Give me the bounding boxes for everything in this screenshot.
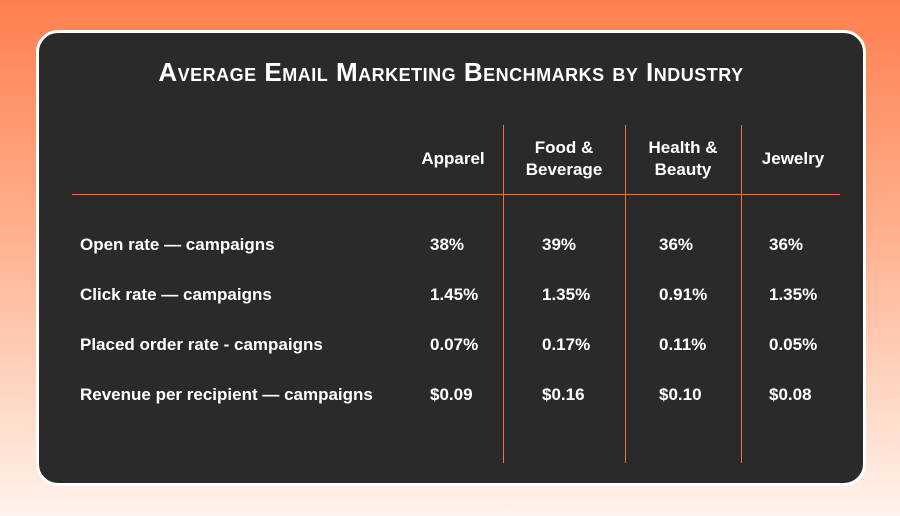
column-header-apparel: Apparel [405, 129, 501, 189]
table-cell: 0.05% [769, 335, 818, 354]
row-label-revenue-per-recipient: Revenue per recipient — campaigns [80, 385, 373, 404]
table-cell: 36% [659, 235, 694, 254]
table-cell: $0.16 [542, 385, 585, 404]
column-header-line: Jewelry [761, 149, 825, 168]
row-label-placed-order-rate: Placed order rate - campaigns [80, 335, 323, 354]
column-divider [503, 125, 504, 463]
column-header-line: Beauty [654, 160, 712, 179]
table-cell: $0.10 [659, 385, 702, 404]
column-header-line: Apparel [421, 149, 485, 168]
column-divider [625, 125, 626, 463]
table-cell: 36% [769, 235, 804, 254]
column-header-food-beverage: Food & Beverage [505, 129, 623, 189]
table-cell: 1.35% [542, 285, 591, 304]
column-divider [741, 125, 742, 463]
row-label-click-rate: Click rate — campaigns [80, 285, 272, 304]
table-cell: 0.07% [430, 335, 479, 354]
table-cell: 39% [542, 235, 577, 254]
column-header-line: Health & [648, 138, 718, 157]
column-header-line: Food & [534, 138, 594, 157]
table-cell: 1.45% [430, 285, 479, 304]
benchmark-card: Average Email Marketing Benchmarks by In… [36, 30, 866, 486]
column-header-line: Beverage [525, 160, 603, 179]
table-cell: 38% [430, 235, 465, 254]
table-cell: 1.35% [769, 285, 818, 304]
header-divider [72, 194, 840, 195]
table-cell: 0.91% [659, 285, 708, 304]
table-cell: $0.09 [430, 385, 473, 404]
table-cell: $0.08 [769, 385, 812, 404]
table-cell: 0.11% [659, 335, 707, 354]
column-header-jewelry: Jewelry [743, 129, 843, 189]
row-label-open-rate: Open rate — campaigns [80, 235, 275, 254]
column-header-health-beauty: Health & Beauty [627, 129, 739, 189]
table-cell: 0.17% [542, 335, 591, 354]
table-title: Average Email Marketing Benchmarks by In… [158, 57, 744, 87]
